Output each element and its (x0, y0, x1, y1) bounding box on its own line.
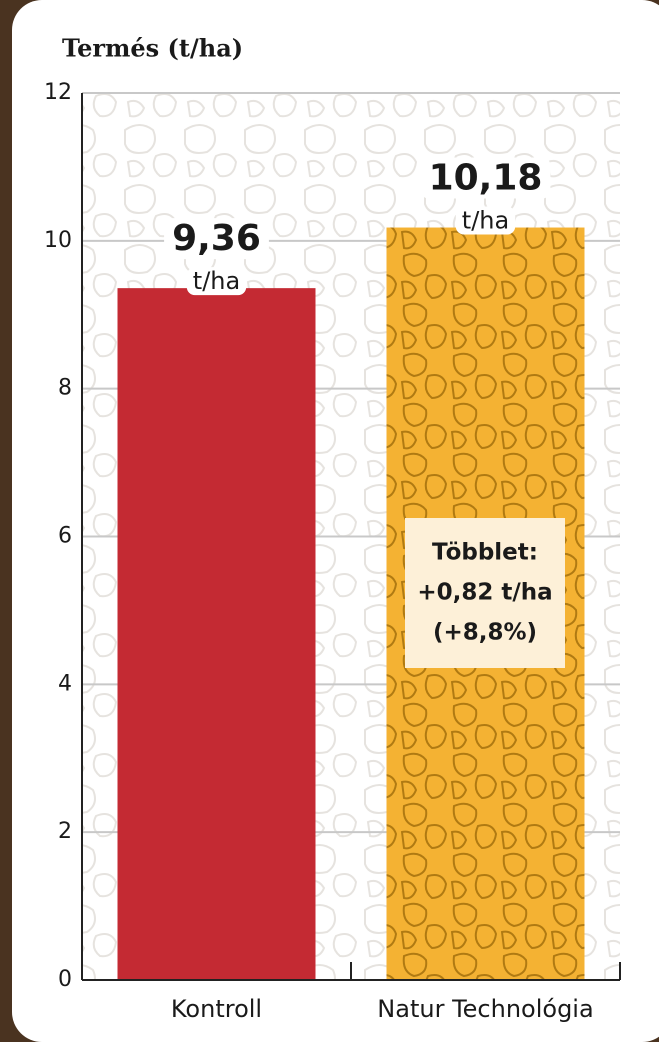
y-tick-label: 4 (58, 671, 72, 696)
annotation-line: Többlet: (432, 540, 538, 566)
y-tick-label: 8 (58, 376, 72, 401)
value-label: 10,18 (429, 158, 543, 199)
label-background (164, 218, 269, 260)
x-tick-label: Natur Technológia (377, 995, 593, 1023)
annotation: Többlet: +0,82 t/ha (+8,8%) (405, 518, 565, 668)
annotation-box (405, 518, 565, 668)
y-tick-label: 6 (58, 524, 72, 549)
label-background (420, 157, 551, 199)
chart-title: Termés (t/ha) (62, 34, 243, 63)
value-unit: t/ha (193, 267, 240, 295)
annotation-line: +0,82 t/ha (417, 580, 552, 606)
bar (117, 288, 316, 980)
x-tick-label: Kontroll (171, 995, 262, 1023)
annotation-line: (+8,8%) (433, 620, 537, 646)
y-tick-label: 10 (44, 228, 72, 253)
y-tick-label: 12 (44, 80, 72, 105)
label-background (455, 206, 516, 235)
value-unit: t/ha (462, 207, 509, 235)
label-background (186, 267, 247, 296)
y-tick-label: 0 (58, 967, 72, 992)
y-tick-label: 2 (58, 819, 72, 844)
value-label: 9,36 (172, 218, 261, 259)
